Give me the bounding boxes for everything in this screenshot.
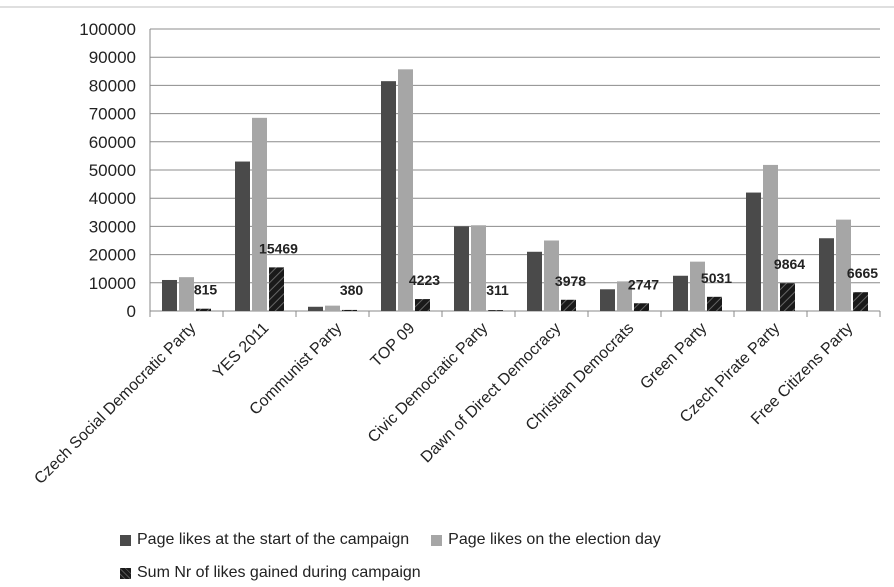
bar-election: [179, 277, 194, 311]
bar-gained: [707, 296, 722, 311]
bar-gained: [634, 303, 649, 311]
bar-gained: [488, 310, 503, 311]
x-axis: Czech Social Democratic Party YES 2011Com…: [31, 311, 881, 488]
bar-start: [819, 238, 834, 311]
y-tick-label: 0: [127, 302, 136, 321]
bar-gained: [342, 309, 357, 311]
data-label: 5031: [701, 270, 732, 286]
bar-start: [527, 251, 542, 311]
y-tick-label: 20000: [89, 246, 136, 265]
bar-election: [763, 164, 778, 311]
bar-election: [471, 225, 486, 311]
y-tick-label: 70000: [89, 105, 136, 124]
bar-start: [235, 161, 250, 311]
bar-election: [252, 117, 267, 311]
bar-start: [454, 226, 469, 311]
y-tick-label: 60000: [89, 133, 136, 152]
legend-swatch-election: [431, 534, 443, 546]
data-label: 311: [486, 282, 509, 298]
data-label: 15469: [259, 240, 298, 256]
data-label: 3978: [555, 273, 586, 289]
bar-start: [381, 81, 396, 311]
x-category-label: Civic Democratic Party: [365, 320, 491, 446]
legend-row-2: Sum Nr of likes gained during campaign: [120, 564, 443, 582]
y-axis: 0 10000 20000 30000 40000 50000 60000 70000 8000…: [79, 20, 151, 321]
legend-label-election: Page likes on the election day: [448, 531, 661, 548]
y-tick-label: 80000: [89, 76, 136, 95]
x-category-label: YES 2011: [210, 320, 272, 382]
bar-start: [308, 306, 323, 311]
data-labels: 815 15469 380 4223 311 3978 2747 5031 9864 6665: [194, 240, 878, 298]
x-category-label: Dawn of Direct Democracy: [418, 320, 565, 467]
bar-gained: [196, 308, 211, 311]
y-tick-label: 90000: [89, 48, 136, 67]
legend-swatch-start: [120, 534, 131, 546]
bar-election: [398, 69, 413, 312]
bar-election: [617, 281, 632, 311]
bar-election: [690, 261, 705, 311]
data-label: 2747: [628, 276, 659, 292]
bar-gained: [561, 299, 576, 311]
legend-item-start: Page likes at the start of the campaign: [120, 531, 409, 549]
data-label: 380: [340, 282, 364, 298]
bar-election: [544, 240, 559, 311]
data-label: 6665: [847, 265, 878, 281]
bar-election: [836, 219, 851, 311]
bar-start: [162, 279, 177, 311]
y-tick-label: 50000: [89, 161, 136, 180]
x-category-label: TOP 09: [368, 320, 419, 371]
data-label: 4223: [409, 272, 440, 288]
legend-item-election: Page likes on the election day: [431, 531, 661, 549]
y-tick-label: 100000: [79, 20, 136, 39]
legend-label-gained: Sum Nr of likes gained during campaign: [137, 564, 421, 581]
data-label: 815: [194, 282, 218, 298]
bar-gained: [269, 267, 284, 311]
x-category-label: Green Party: [637, 320, 710, 393]
y-tick-label: 30000: [89, 217, 136, 236]
bar-start: [746, 192, 761, 311]
bar-election: [325, 305, 340, 311]
bars: [162, 69, 868, 312]
bar-start: [600, 289, 615, 311]
data-label: 9864: [774, 256, 805, 272]
legend-row-1: Page likes at the start of the campaign …: [120, 531, 683, 549]
bar-gained: [853, 292, 868, 311]
y-tick-label: 10000: [89, 274, 136, 293]
bar-gained: [780, 283, 795, 311]
y-tick-label: 40000: [89, 189, 136, 208]
bar-gained: [415, 299, 430, 311]
legend-item-gained: Sum Nr of likes gained during campaign: [120, 564, 421, 582]
x-category-label: Czech Social Democratic Party: [31, 320, 199, 488]
legend-swatch-gained: [120, 567, 131, 579]
legend-label-start: Page likes at the start of the campaign: [137, 531, 410, 548]
bar-start: [673, 275, 688, 311]
